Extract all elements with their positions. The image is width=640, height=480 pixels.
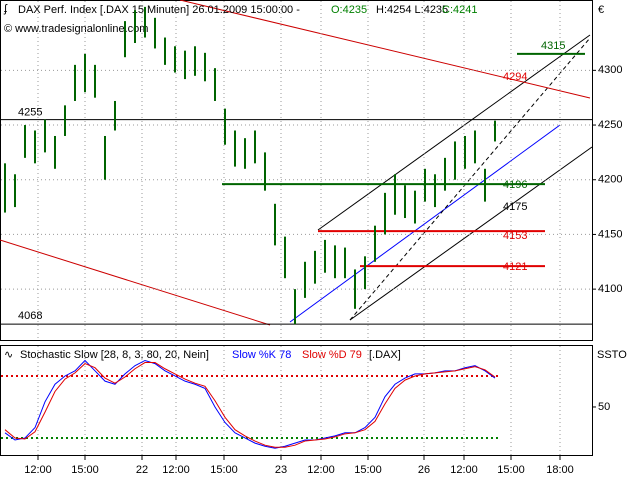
channel-line — [317, 34, 591, 231]
price-icon: ʄ — [3, 3, 8, 15]
high-low-label: H:4254 L:4235 — [376, 4, 448, 16]
stoch-panel — [0, 345, 593, 456]
close-label: C:4241 — [442, 4, 477, 16]
x-tick-label: 18:00 — [546, 464, 574, 476]
stoch-instrument: [.DAX] — [369, 349, 401, 361]
trend-line — [0, 239, 271, 326]
level-label: 4196 — [503, 179, 527, 191]
stoch-line — [4, 359, 496, 449]
x-tick-label: 15:00 — [210, 464, 238, 476]
level-label: 4315 — [541, 40, 565, 52]
level-label: 4175 — [503, 201, 527, 213]
y-tick-label: 4100 — [598, 283, 622, 295]
trend-lines — [0, 0, 593, 326]
level-label: 4255 — [18, 106, 42, 118]
x-tick-label: 12:00 — [24, 464, 52, 476]
level-label: 4153 — [503, 230, 527, 242]
legend-entry: Slow %K 78 — [232, 349, 291, 361]
x-tick-label: 23 — [275, 464, 287, 476]
stoch-icon: ∿ — [4, 349, 13, 361]
y-tick-label: 4250 — [598, 119, 622, 131]
x-tick-label: 22 — [136, 464, 148, 476]
channel-line — [349, 37, 591, 321]
channel-line — [349, 146, 593, 321]
x-tick-label: 15:00 — [354, 464, 382, 476]
stoch-line — [4, 362, 496, 448]
level-label: 4294 — [503, 71, 527, 83]
stoch-axis-label: SSTO — [597, 349, 627, 361]
open-label: O:4235 — [331, 4, 367, 16]
y-tick-label: 4150 — [598, 228, 622, 240]
y-tick-label: 4300 — [598, 64, 622, 76]
x-tick-label: 12:00 — [162, 464, 190, 476]
trend-line — [179, 0, 591, 99]
y-tick-label: 50 — [598, 401, 610, 413]
currency: € — [598, 4, 604, 16]
y-tick-label: 4200 — [598, 174, 622, 186]
legend-entry: Slow %D 79 — [302, 349, 362, 361]
x-tick-label: 12:00 — [450, 464, 478, 476]
price-panel — [0, 0, 593, 341]
x-tick-label: 12:00 — [307, 464, 335, 476]
copyright: © www.tradesignalonline.com — [4, 23, 148, 35]
level-label: 4068 — [18, 310, 42, 322]
x-tick-label: 15:00 — [497, 464, 525, 476]
channel-line — [289, 124, 561, 323]
x-tick-label: 15:00 — [71, 464, 99, 476]
stoch-title: Stochastic Slow [28, 8, 3, 80, 20, Nein] — [20, 349, 209, 361]
chart-title: DAX Perf. Index [.DAX 15 Minuten] 26.01.… — [18, 4, 300, 16]
x-tick-label: 26 — [418, 464, 430, 476]
level-label: 4121 — [503, 261, 527, 273]
